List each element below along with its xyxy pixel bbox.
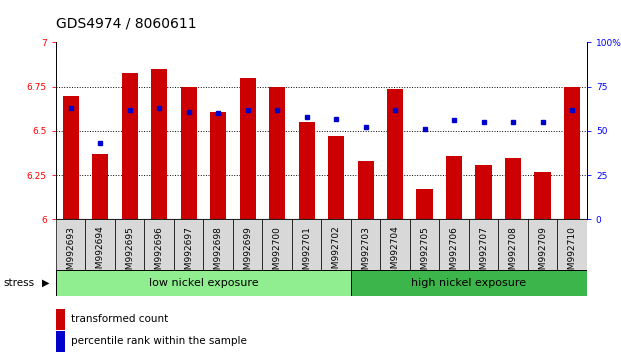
- Bar: [446, 156, 462, 219]
- Bar: [56, 331, 65, 352]
- Text: GSM992695: GSM992695: [125, 225, 134, 280]
- Text: GSM992702: GSM992702: [332, 225, 340, 280]
- Bar: [151, 69, 167, 219]
- Text: GDS4974 / 8060611: GDS4974 / 8060611: [56, 16, 196, 30]
- Bar: [380, 219, 410, 271]
- Text: GSM992701: GSM992701: [302, 225, 311, 280]
- Bar: [210, 112, 226, 219]
- Text: GSM992700: GSM992700: [273, 225, 281, 280]
- Bar: [122, 73, 138, 219]
- Text: transformed count: transformed count: [71, 314, 168, 325]
- Bar: [564, 87, 580, 219]
- Bar: [417, 189, 433, 219]
- Bar: [181, 87, 197, 219]
- Bar: [358, 161, 374, 219]
- Text: GSM992699: GSM992699: [243, 225, 252, 280]
- Text: GSM992703: GSM992703: [361, 225, 370, 280]
- Text: stress: stress: [3, 278, 34, 288]
- Bar: [322, 219, 351, 271]
- Bar: [535, 172, 551, 219]
- Bar: [56, 270, 351, 296]
- Bar: [351, 219, 380, 271]
- Bar: [56, 219, 85, 271]
- Bar: [387, 88, 403, 219]
- Text: GSM992705: GSM992705: [420, 225, 429, 280]
- Text: GSM992698: GSM992698: [214, 225, 222, 280]
- Text: GSM992706: GSM992706: [450, 225, 458, 280]
- Bar: [505, 158, 521, 219]
- Bar: [299, 122, 315, 219]
- Text: high nickel exposure: high nickel exposure: [411, 278, 527, 288]
- Text: GSM992697: GSM992697: [184, 225, 193, 280]
- Bar: [92, 154, 108, 219]
- Bar: [557, 219, 587, 271]
- Bar: [351, 270, 587, 296]
- Bar: [292, 219, 322, 271]
- Bar: [410, 219, 439, 271]
- Text: GSM992707: GSM992707: [479, 225, 488, 280]
- Text: GSM992693: GSM992693: [66, 225, 75, 280]
- Bar: [240, 78, 256, 219]
- Bar: [476, 165, 492, 219]
- Bar: [56, 309, 65, 330]
- Text: low nickel exposure: low nickel exposure: [148, 278, 258, 288]
- Bar: [469, 219, 498, 271]
- Bar: [233, 219, 262, 271]
- Bar: [269, 87, 285, 219]
- Bar: [262, 219, 292, 271]
- Text: GSM992704: GSM992704: [391, 225, 399, 280]
- Text: GSM992710: GSM992710: [568, 225, 576, 280]
- Text: GSM992709: GSM992709: [538, 225, 547, 280]
- Bar: [86, 219, 115, 271]
- Text: GSM992708: GSM992708: [509, 225, 517, 280]
- Bar: [63, 96, 79, 219]
- Bar: [204, 219, 233, 271]
- Text: GSM992694: GSM992694: [96, 225, 104, 280]
- Bar: [174, 219, 204, 271]
- Bar: [528, 219, 557, 271]
- Bar: [439, 219, 469, 271]
- Text: GSM992696: GSM992696: [155, 225, 163, 280]
- Text: ▶: ▶: [42, 278, 50, 288]
- Text: percentile rank within the sample: percentile rank within the sample: [71, 336, 247, 346]
- Bar: [144, 219, 174, 271]
- Bar: [115, 219, 144, 271]
- Bar: [328, 136, 344, 219]
- Bar: [498, 219, 528, 271]
